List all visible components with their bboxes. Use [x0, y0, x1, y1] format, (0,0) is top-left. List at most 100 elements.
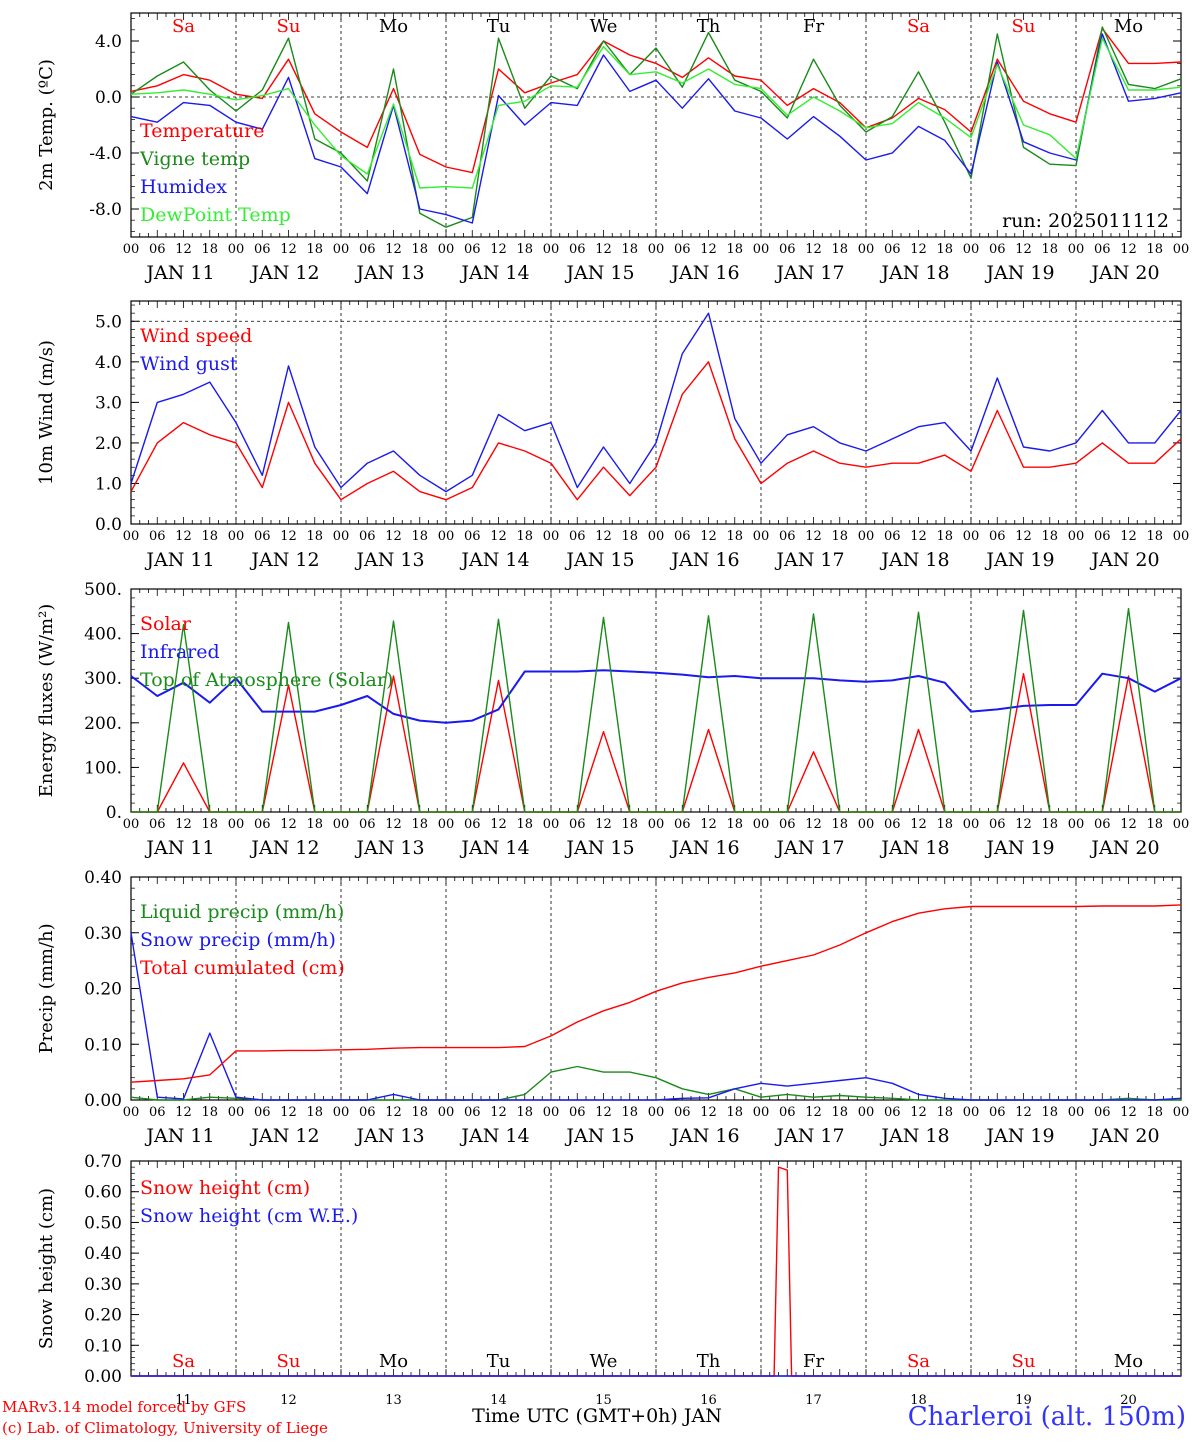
- hour-tick-label: 18: [621, 817, 638, 832]
- hour-tick-label: 00: [123, 1105, 140, 1120]
- date-label: JAN 17: [774, 1125, 844, 1147]
- date-label: JAN 18: [879, 837, 949, 859]
- date-label: JAN 15: [564, 549, 634, 571]
- hour-tick-label: 12: [280, 1105, 297, 1120]
- date-label: JAN 12: [249, 549, 319, 571]
- day-number-label: 20: [1120, 1393, 1137, 1408]
- hour-tick-label: 18: [1041, 529, 1058, 544]
- day-of-week-label: We: [590, 16, 618, 37]
- day-of-week-label: Su: [1012, 16, 1036, 37]
- hour-tick-label: 06: [359, 1105, 376, 1120]
- hour-tick-label: 12: [805, 1105, 822, 1120]
- y-tick-label: 0.40: [84, 868, 122, 888]
- hour-tick-label: 18: [306, 242, 323, 257]
- hour-tick-label: 06: [464, 817, 481, 832]
- hour-tick-label: 06: [779, 817, 796, 832]
- date-label: JAN 19: [984, 837, 1054, 859]
- panel-5: [130, 1160, 1182, 1377]
- hour-tick-label: 18: [831, 242, 848, 257]
- day-of-week-label: Mo: [1114, 1351, 1143, 1372]
- hour-tick-label: 00: [543, 1105, 560, 1120]
- day-of-week-label: Su: [277, 16, 301, 37]
- hour-tick-label: 18: [621, 1105, 638, 1120]
- y-tick-label: 0.00: [84, 1091, 122, 1111]
- hour-tick-label: 06: [254, 1105, 271, 1120]
- hour-tick-label: 12: [700, 1105, 717, 1120]
- credit-lab: (c) Lab. of Climatology, University of L…: [2, 1419, 328, 1437]
- y-tick-label: 3.0: [95, 393, 122, 413]
- legend-label: Snow height (cm): [140, 1177, 310, 1199]
- legend-label: Temperature: [140, 120, 264, 142]
- hour-tick-label: 18: [201, 242, 218, 257]
- hour-tick-label: 00: [228, 817, 245, 832]
- hour-tick-label: 12: [910, 242, 927, 257]
- hour-tick-label: 06: [569, 529, 586, 544]
- date-label: JAN 16: [669, 262, 739, 284]
- hour-tick-label: 18: [1146, 1105, 1163, 1120]
- hour-tick-label: 12: [1120, 817, 1137, 832]
- series-line-snow-precip-mm-h-: [130, 932, 1182, 1101]
- hour-tick-label: 06: [674, 817, 691, 832]
- hour-tick-label: 18: [306, 1105, 323, 1120]
- hour-tick-label: 18: [306, 817, 323, 832]
- y-tick-label: 100.: [84, 758, 122, 778]
- hour-tick-label: 18: [831, 529, 848, 544]
- y-tick-label: 0.: [106, 803, 122, 823]
- hour-tick-label: 12: [910, 817, 927, 832]
- hour-tick-label: 00: [1068, 1105, 1085, 1120]
- hour-tick-label: 18: [831, 1105, 848, 1120]
- y-tick-label: 0.10: [84, 1035, 122, 1055]
- hour-tick-label: 12: [910, 1105, 927, 1120]
- legend-label: Humidex: [140, 176, 227, 198]
- hour-tick-label: 12: [1015, 817, 1032, 832]
- hour-tick-label: 12: [805, 817, 822, 832]
- hour-tick-label: 06: [149, 817, 166, 832]
- hour-tick-label: 06: [989, 242, 1006, 257]
- hour-tick-label: 18: [1041, 817, 1058, 832]
- date-label: JAN 20: [1089, 1125, 1159, 1147]
- date-label: JAN 20: [1089, 549, 1159, 571]
- date-label: JAN 19: [984, 262, 1054, 284]
- date-label: JAN 11: [144, 549, 214, 571]
- day-of-week-label: Fr: [803, 16, 824, 37]
- hour-tick-label: 00: [858, 1105, 875, 1120]
- hour-tick-label: 00: [858, 242, 875, 257]
- y-tick-label: 0.30: [84, 1275, 122, 1295]
- series-line-wind-speed: [130, 361, 1182, 501]
- day-of-week-label: Su: [1012, 1351, 1036, 1372]
- hour-tick-label: 06: [254, 242, 271, 257]
- series-line-dewpoint-temp: [130, 37, 1182, 189]
- y-tick-label: 4.0: [95, 353, 122, 373]
- series-line-humidex: [130, 33, 1182, 224]
- hour-tick-label: 06: [149, 242, 166, 257]
- hour-tick-label: 06: [884, 817, 901, 832]
- legend-label: Wind gust: [140, 353, 238, 375]
- hour-tick-label: 18: [201, 529, 218, 544]
- y-axis-label: Energy fluxes (W/m²): [36, 604, 57, 798]
- day-number-label: 16: [700, 1393, 717, 1408]
- hour-tick-label: 12: [805, 529, 822, 544]
- hour-tick-label: 06: [569, 242, 586, 257]
- hour-tick-label: 18: [621, 242, 638, 257]
- station-name: Charleroi (alt. 150m): [907, 1402, 1186, 1432]
- hour-tick-label: 06: [254, 529, 271, 544]
- hour-tick-label: 12: [805, 242, 822, 257]
- hour-tick-label: 18: [1146, 242, 1163, 257]
- hour-tick-label: 18: [936, 817, 953, 832]
- day-number-label: 14: [490, 1393, 507, 1408]
- hour-tick-label: 06: [1094, 529, 1111, 544]
- day-of-week-label: Mo: [379, 1351, 408, 1372]
- hour-tick-label: 00: [228, 529, 245, 544]
- date-label: JAN 13: [354, 1125, 424, 1147]
- hour-tick-label: 06: [254, 817, 271, 832]
- hour-tick-label: 06: [1094, 242, 1111, 257]
- y-tick-label: 2.0: [95, 434, 122, 454]
- hour-tick-label: 18: [201, 1105, 218, 1120]
- hour-tick-label: 12: [280, 529, 297, 544]
- hour-tick-label: 12: [385, 529, 402, 544]
- y-tick-label: 0.70: [84, 1152, 122, 1172]
- hour-tick-label: 00: [753, 242, 770, 257]
- day-of-week-label: Sa: [907, 16, 930, 37]
- day-number-label: 11: [175, 1393, 192, 1408]
